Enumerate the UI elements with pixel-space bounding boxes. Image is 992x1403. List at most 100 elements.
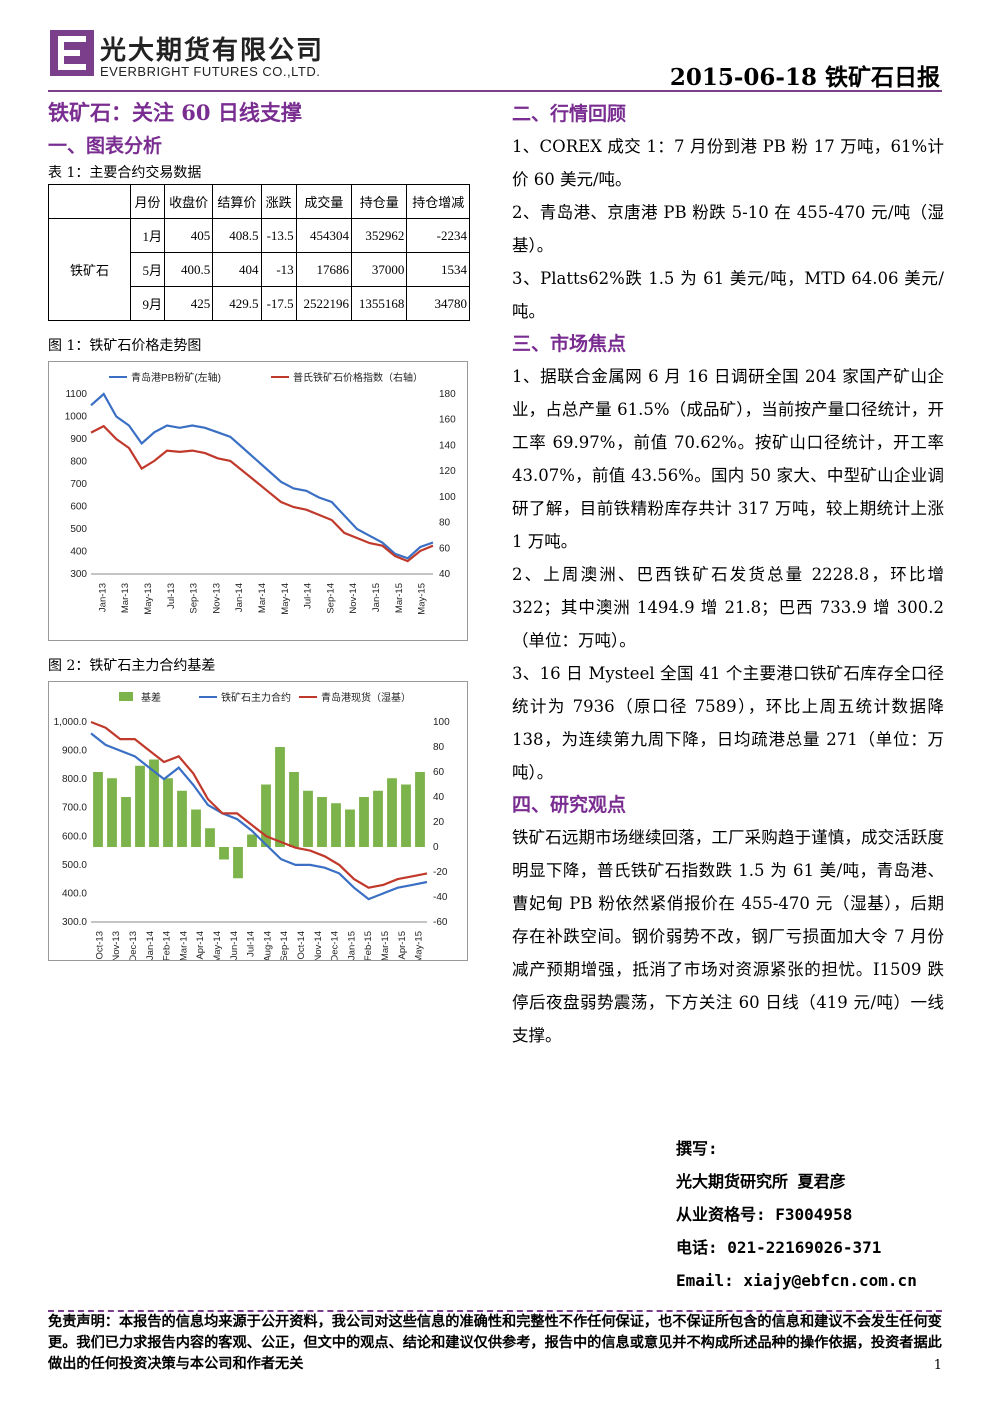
y-tick-label-right: 80 xyxy=(439,518,451,529)
x-tick-label: Sep-13 xyxy=(189,583,200,614)
basis-bar xyxy=(387,778,397,847)
series-line-spot xyxy=(90,720,428,889)
y-tick-label-left: 600 xyxy=(70,502,87,513)
author-org: 光大期货研究所 夏君彦 xyxy=(676,1172,846,1191)
section-heading-focus: 三、市场焦点 xyxy=(512,333,627,355)
y-tick-label-right: 120 xyxy=(439,466,456,477)
x-tick-label: Nov-13 xyxy=(111,931,122,960)
x-tick-label: Mar-13 xyxy=(120,583,131,613)
legend-label: 基差 xyxy=(141,691,161,704)
basis-bar xyxy=(93,772,103,847)
y-tick-label-right: 140 xyxy=(439,440,456,451)
author-email[interactable]: Email: xiajy@ebfcn.com.cn xyxy=(676,1271,917,1290)
basis-bar xyxy=(205,828,215,847)
basis-bar xyxy=(163,778,173,847)
table-header: 月份 xyxy=(130,184,165,219)
y-tick-label-left: 400 xyxy=(70,547,87,558)
x-tick-label: Apr-15 xyxy=(397,931,408,960)
table-cell: -13 xyxy=(260,252,297,287)
table-cell: 9月 xyxy=(130,286,165,321)
basis-bar xyxy=(275,747,285,847)
table-header: 持仓增减 xyxy=(406,184,470,219)
legend-swatch xyxy=(119,692,133,701)
x-tick-label: May-14 xyxy=(280,583,291,615)
table-cell: 37000 xyxy=(351,252,408,287)
table-cell: 404 xyxy=(212,252,262,287)
basis-bar xyxy=(415,772,425,847)
table-cell: 2522196 xyxy=(295,286,353,321)
report-title: 2015-06-18 铁矿石日报 xyxy=(669,64,940,91)
x-tick-label: Sep-14 xyxy=(279,931,290,960)
y-tick-label-right: 60 xyxy=(433,767,445,778)
contract-table: 月份 收盘价 结算价 涨跌 成交量 持仓量 持仓增减 铁矿石 1月 405 40… xyxy=(48,184,470,321)
page-header: 光大期货有限公司 EVERBRIGHT FUTURES CO.,LTD. 201… xyxy=(0,0,992,95)
table-cell: 425 xyxy=(163,286,214,321)
basis-bar xyxy=(233,847,243,879)
y-tick-label-right: 20 xyxy=(433,817,445,828)
series-line-main-contract xyxy=(90,732,428,901)
x-tick-label: Oct-14 xyxy=(296,931,307,960)
table-cell: 1534 xyxy=(406,252,470,287)
basis-bar xyxy=(303,790,313,847)
y-tick-label-left: 900 xyxy=(70,434,87,445)
legend-label: 青岛港PB粉矿(左轴) xyxy=(131,371,221,384)
x-tick-label: Mar-14 xyxy=(257,583,268,613)
y-tick-label-right: 100 xyxy=(439,492,456,503)
main-title: 铁矿石：关注 60 日线支撑 xyxy=(48,100,302,125)
table-header: 涨跌 xyxy=(260,184,297,219)
y-tick-label-left: 400.0 xyxy=(62,888,87,899)
y-tick-label-right: 40 xyxy=(439,569,451,580)
x-tick-label: Apr-14 xyxy=(195,931,206,960)
table-header: 成交量 xyxy=(295,184,353,219)
table-cell: 429.5 xyxy=(212,286,262,321)
table-cell: -13.5 xyxy=(260,218,297,253)
section-heading-charts: 一、图表分析 xyxy=(48,135,163,157)
left-column: 铁矿石：关注 60 日线支撑 一、图表分析 表 1：主要合约交易数据 月份 收盘… xyxy=(48,96,478,963)
x-tick-label: Jun-14 xyxy=(229,931,240,960)
table-cell: 408.5 xyxy=(212,218,262,253)
x-tick-label: Jan-14 xyxy=(234,583,245,612)
y-tick-label-left: 1,000.0 xyxy=(54,717,88,728)
legend-label: 铁矿石主力合约 xyxy=(221,691,291,704)
author-label: 撰写: xyxy=(676,1139,718,1158)
x-tick-label: Dec-14 xyxy=(330,931,341,960)
y-tick-label-right: -40 xyxy=(433,892,448,903)
basis-bar xyxy=(331,803,341,847)
y-tick-label-right: -60 xyxy=(433,917,448,928)
x-tick-label: Jan-13 xyxy=(97,583,108,612)
basis-bar xyxy=(345,809,355,847)
legend-label: 普氏铁矿石价格指数（右轴） xyxy=(293,371,423,384)
y-tick-label-left: 700.0 xyxy=(62,803,87,814)
table-header: 持仓量 xyxy=(351,184,408,219)
basis-bar xyxy=(191,809,201,847)
series-line-pb xyxy=(90,392,434,560)
x-tick-label: Mar-15 xyxy=(394,583,405,613)
figure2-caption: 图 2：铁矿石主力合约基差 xyxy=(48,658,216,674)
company-name-en: EVERBRIGHT FUTURES CO.,LTD. xyxy=(100,64,321,79)
x-tick-label: May-15 xyxy=(414,931,425,960)
table-row: 铁矿石 1月 405 408.5 -13.5 454304 352962 -22… xyxy=(48,218,470,321)
section-heading-review: 二、行情回顾 xyxy=(512,103,627,125)
header-divider xyxy=(48,90,942,92)
y-tick-label-right: -20 xyxy=(433,867,448,878)
basis-bar xyxy=(401,784,411,847)
y-tick-label-left: 300 xyxy=(70,569,87,580)
basis-svg: 300.0 400.0 500.0 600.0 700.0 800.0 900.0 1,000… xyxy=(54,691,450,963)
basis-bar xyxy=(177,790,187,847)
y-tick-label-left: 800.0 xyxy=(62,774,87,785)
basis-bar xyxy=(373,790,383,847)
review-item: 1、COREX 成交 1：7 月份到港 PB 粉 17 万吨，61%计价 60 … xyxy=(512,137,944,189)
focus-item: 3、16 日 Mysteel 全国 41 个主要港口铁矿石库存全口径统计为 79… xyxy=(512,664,944,782)
y-tick-label-right: 80 xyxy=(433,742,445,753)
y-tick-label-left: 700 xyxy=(70,479,87,490)
y-tick-label-right: 40 xyxy=(433,792,445,803)
author-phone: 电话: 021-22169026-371 xyxy=(676,1238,882,1257)
x-tick-label: Mar-15 xyxy=(380,931,391,960)
x-tick-label: Jan-14 xyxy=(145,931,156,960)
figure1-caption: 图 1：铁矿石价格走势图 xyxy=(48,338,202,354)
table-caption: 表 1：主要合约交易数据 xyxy=(48,165,202,181)
table-header-row: 月份 收盘价 结算价 涨跌 成交量 持仓量 持仓增减 xyxy=(48,184,470,219)
legend-label: 青岛港现货（湿基） xyxy=(321,691,411,704)
y-tick-label-right: 160 xyxy=(439,415,456,426)
table-corner-cell xyxy=(48,184,131,219)
